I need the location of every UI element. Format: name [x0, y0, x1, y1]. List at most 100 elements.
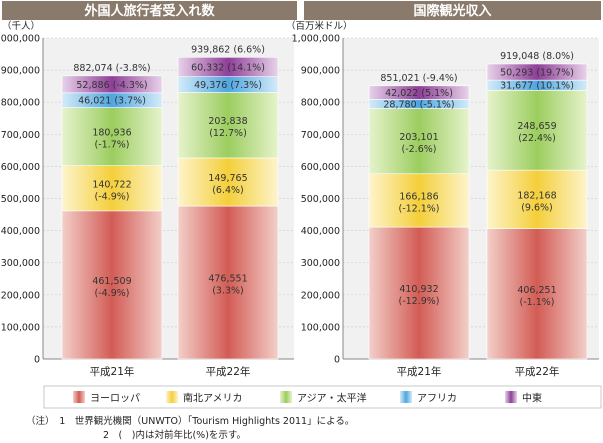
- data-label: 180,936: [92, 128, 131, 139]
- data-label-change: (-4.9%): [95, 191, 130, 202]
- data-label: 46,021 (3.7%): [78, 96, 146, 107]
- bar-segment: [486, 169, 588, 229]
- y-tick-label: 300,000: [1, 258, 40, 269]
- total-label: 851,021 (-9.4%): [380, 73, 457, 84]
- unit-label: （千人）: [2, 20, 40, 32]
- y-tick-label: 200,000: [1, 290, 40, 301]
- y-tick-label: 1,000,000: [0, 34, 40, 45]
- bar-segment: [177, 157, 279, 207]
- bar-segment: [486, 228, 588, 360]
- total-label: 939,862 (6.6%): [191, 44, 265, 55]
- y-tick-label: 1,000,000: [292, 34, 340, 45]
- legend-swatch: [400, 391, 412, 403]
- bar-segment: [486, 89, 588, 171]
- data-label-change: (-12.9%): [398, 296, 439, 307]
- unit-label: （百万米ドル）: [286, 20, 353, 32]
- data-label: 149,765: [208, 173, 247, 184]
- legend-swatch: [280, 391, 292, 403]
- data-label: 406,251: [517, 285, 556, 296]
- y-tick-label: 200,000: [301, 290, 340, 301]
- bar-segment: [61, 107, 163, 166]
- y-tick-label: 700,000: [301, 130, 340, 141]
- footnote-1: （注） 1 世界観光機関（UNWTO）「Tourism Highlights 2…: [26, 415, 354, 427]
- panel-title: 外国人旅行者受入れ数: [83, 3, 215, 19]
- x-category-label: 平成21年: [397, 365, 442, 378]
- y-tick-label: 300,000: [301, 258, 340, 269]
- legend-swatch: [73, 391, 85, 403]
- bar-segment: [368, 85, 470, 100]
- legend-box: [43, 385, 602, 409]
- x-category-label: 平成22年: [206, 365, 251, 378]
- y-tick-label: 500,000: [1, 194, 40, 205]
- y-tick-label: 400,000: [1, 226, 40, 237]
- data-label-change: (9.6%): [521, 202, 553, 213]
- y-tick-label: 100,000: [301, 322, 340, 333]
- bar-segment: [61, 165, 163, 212]
- bar-segment: [486, 63, 588, 81]
- data-label-change: (6.4%): [212, 185, 244, 196]
- bar-segment: [177, 92, 279, 159]
- y-tick-label: 800,000: [1, 98, 40, 109]
- bar-segment: [61, 210, 163, 360]
- y-tick-label: 400,000: [301, 226, 340, 237]
- panel-title-bar: [304, 1, 601, 20]
- data-label-change: (22.4%): [518, 133, 556, 144]
- data-label-change: (-1.1%): [520, 297, 555, 308]
- data-label-change: (-2.6%): [402, 144, 437, 155]
- y-tick-label: 800,000: [301, 98, 340, 109]
- y-tick-label: 700,000: [1, 130, 40, 141]
- bar-segment: [177, 205, 279, 360]
- data-label: 140,722: [92, 179, 131, 190]
- legend-label: 南北アメリカ: [183, 392, 243, 405]
- x-category-label: 平成21年: [90, 365, 135, 378]
- y-tick-label: 500,000: [301, 194, 340, 205]
- data-label-change: (-4.9%): [95, 288, 130, 299]
- legend-label: ヨーロッパ: [90, 393, 140, 405]
- y-tick-label: 900,000: [301, 66, 340, 77]
- data-label-change: (3.3%): [212, 286, 244, 297]
- data-label: 248,659: [517, 121, 556, 132]
- panel-title-bar: [2, 1, 297, 20]
- bar-segment: [368, 173, 470, 228]
- legend-label: アジア・太平洋: [297, 392, 367, 405]
- data-label-change: (-1.7%): [95, 140, 130, 151]
- y-tick-label: 0: [334, 355, 340, 366]
- footnotes: （注） 1 世界観光機関（UNWTO）「Tourism Highlights 2…: [26, 415, 354, 441]
- total-label: 919,048 (8.0%): [500, 51, 574, 62]
- data-label: 28,780 (-5.1%): [383, 99, 454, 110]
- data-label: 166,186: [399, 191, 438, 202]
- data-label: 42,022 (5.1%): [385, 88, 453, 99]
- data-label: 476,551: [208, 274, 247, 285]
- legend: ヨーロッパ 南北アメリカ アジア・太平洋 アフリカ 中東: [43, 385, 602, 409]
- data-label-change: (12.7%): [209, 128, 247, 139]
- total-label: 882,074 (-3.8%): [73, 63, 150, 74]
- data-label: 50,293 (19.7%): [500, 68, 574, 79]
- y-tick-label: 900,000: [1, 66, 40, 77]
- x-category-label: 平成22年: [515, 365, 560, 378]
- footnote-2: 2 ( )内は対前年比(%)を示す。: [103, 429, 246, 441]
- data-label: 461,509: [92, 276, 131, 287]
- bar-segment: [177, 57, 279, 77]
- data-label: 52,886 (-4.3%): [76, 80, 147, 91]
- legend-swatch: [505, 391, 517, 403]
- data-label-change: (-12.1%): [398, 203, 439, 214]
- data-label: 410,932: [399, 284, 438, 295]
- legend-label: アフリカ: [417, 393, 457, 405]
- data-label: 203,101: [399, 132, 438, 143]
- data-label: 182,168: [517, 190, 556, 201]
- bar-segment: [368, 226, 470, 360]
- y-tick-label: 100,000: [1, 322, 40, 333]
- y-tick-label: 600,000: [301, 162, 340, 173]
- y-tick-label: 0: [34, 355, 40, 366]
- y-tick-label: 600,000: [1, 162, 40, 173]
- data-label: 203,838: [208, 116, 247, 127]
- legend-label: 中東: [522, 392, 542, 405]
- data-label: 31,677 (10.1%): [500, 81, 574, 92]
- panel-title: 国際観光収入: [413, 3, 491, 19]
- chart-panel-2: 国際観光収入 （百万米ドル） 0 100,000 200,000 300,000 400,0…: [286, 1, 601, 378]
- bar-segment: [368, 108, 470, 175]
- chart-panel-1: 外国人旅行者受入れ数 （千人） 0 100,000 200,000 300,000 400,…: [0, 1, 297, 378]
- data-label: 49,376 (7.3%): [194, 80, 262, 91]
